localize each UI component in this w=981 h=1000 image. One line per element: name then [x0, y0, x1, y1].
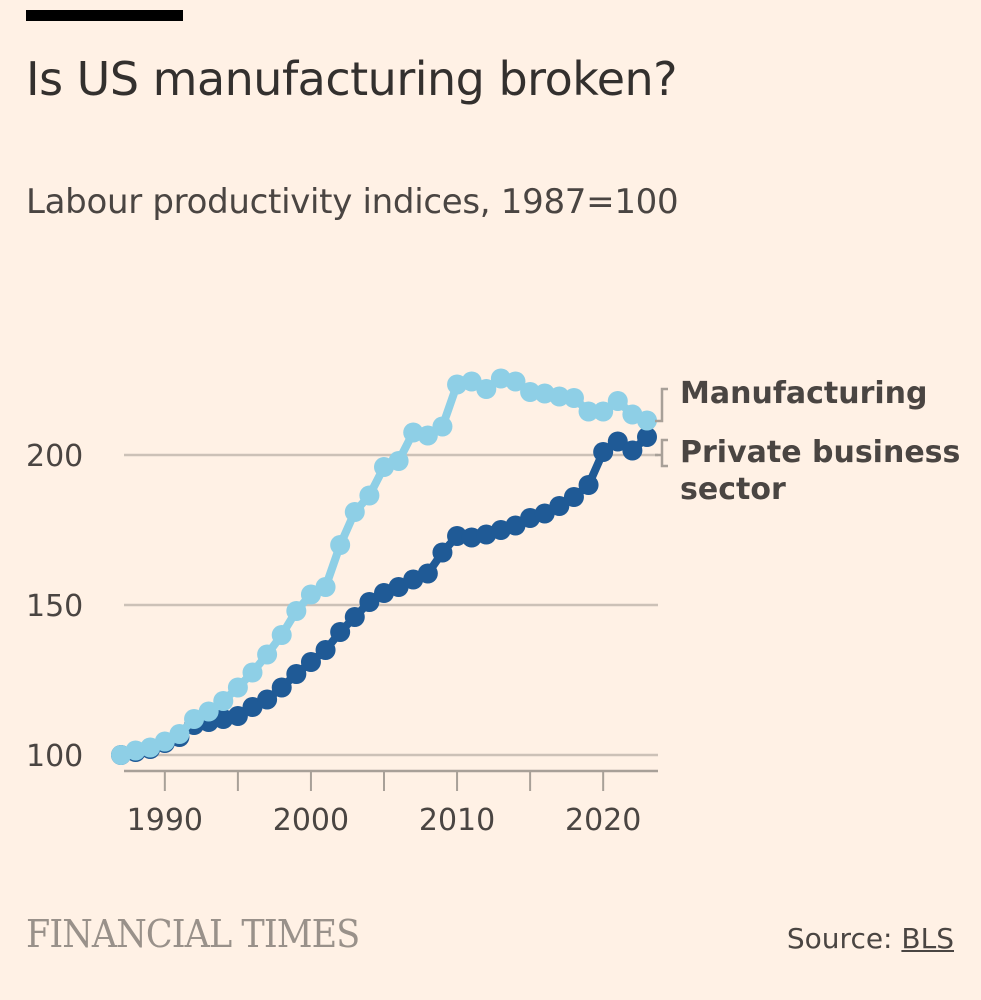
data-point	[242, 662, 263, 683]
data-point	[271, 677, 292, 698]
x-tick-label: 2020	[565, 803, 641, 838]
ft-brand-bar	[26, 10, 183, 21]
x-tick-label: 1990	[127, 803, 203, 838]
data-point	[549, 386, 570, 407]
data-point	[344, 502, 365, 522]
data-point	[359, 592, 380, 612]
y-axis-labels: 100 150 200	[26, 439, 83, 774]
series-group	[111, 368, 657, 765]
legend-label-private-business-line2: sector	[680, 472, 786, 507]
data-point	[607, 431, 628, 452]
legend-bracket-private-business	[655, 438, 668, 468]
series-manufacturing	[111, 368, 657, 765]
data-point	[286, 601, 307, 621]
data-point	[257, 644, 278, 665]
y-tick-label: 100	[26, 739, 83, 774]
data-point	[359, 485, 380, 506]
data-point	[286, 664, 307, 684]
chart-subtitle: Labour productivity indices, 1987=100	[26, 182, 679, 222]
source-link[interactable]: BLS	[901, 922, 954, 955]
y-tick-label: 200	[26, 439, 83, 474]
x-tick-label: 2010	[419, 803, 495, 838]
chart-title: Is US manufacturing broken?	[26, 52, 678, 106]
data-point	[607, 391, 628, 411]
data-point	[637, 427, 657, 447]
series-line	[119, 374, 649, 759]
data-point	[300, 652, 321, 672]
x-axis: 1990 2000 2010 2020	[124, 769, 658, 838]
data-point	[578, 401, 599, 422]
data-point	[578, 475, 599, 495]
legend: Manufacturing Private business sector	[655, 376, 960, 507]
data-point	[520, 382, 541, 402]
data-point	[213, 691, 234, 711]
data-point	[315, 577, 336, 597]
data-point	[315, 640, 336, 660]
data-point	[476, 379, 497, 399]
x-tick-label: 2000	[273, 803, 349, 838]
data-point	[563, 487, 584, 507]
data-point	[432, 416, 453, 437]
data-point	[227, 677, 248, 698]
legend-label-private-business: Private business	[680, 435, 960, 470]
data-point	[563, 388, 584, 408]
data-point	[417, 425, 438, 446]
data-point	[593, 442, 614, 462]
legend-bracket-manufacturing	[655, 387, 668, 423]
data-point	[227, 706, 248, 726]
data-point	[330, 535, 351, 555]
data-point	[344, 607, 365, 627]
data-point	[432, 542, 453, 563]
ft-logo: FINANCIAL TIMES	[26, 912, 360, 956]
legend-label-manufacturing: Manufacturing	[680, 376, 928, 411]
data-point	[417, 563, 438, 584]
data-point	[330, 622, 351, 642]
y-tick-label: 150	[26, 589, 83, 624]
data-point	[622, 440, 643, 461]
data-point	[198, 701, 219, 722]
data-point	[593, 401, 614, 422]
source-prefix: Source:	[786, 922, 902, 955]
data-point	[447, 526, 468, 546]
data-point	[637, 410, 657, 431]
source-note: Source: BLS	[787, 922, 954, 955]
data-point	[388, 451, 409, 471]
data-point	[549, 496, 570, 516]
data-point	[271, 625, 292, 645]
data-point	[257, 689, 278, 710]
data-point	[505, 371, 526, 392]
data-point	[169, 724, 190, 744]
